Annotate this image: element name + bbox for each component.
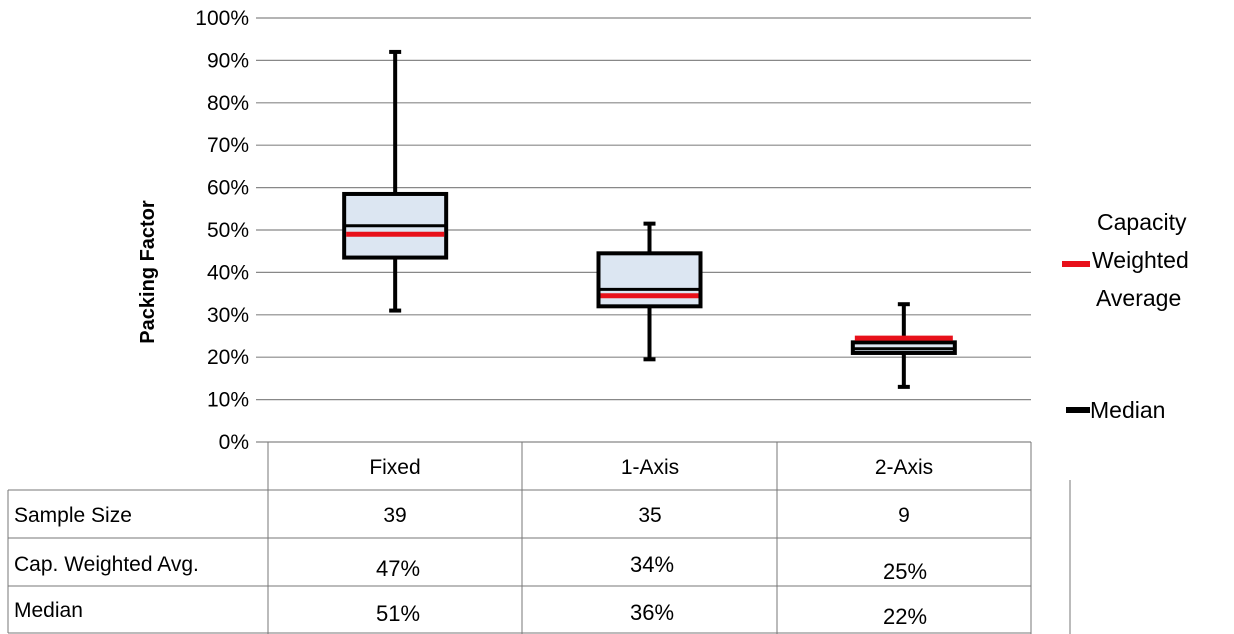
iqr-box bbox=[596, 251, 703, 309]
y-tick-label: 40% bbox=[207, 261, 249, 284]
legend-cwa-line-2: Weighted bbox=[1092, 247, 1189, 273]
y-tick-label: 0% bbox=[219, 431, 249, 454]
box-fixed bbox=[342, 49, 449, 313]
table-cell-sample-size-2-axis: 9 bbox=[898, 504, 910, 527]
table-cell-sample-size-1-axis: 35 bbox=[638, 504, 661, 527]
table-header-1-axis: 1-Axis bbox=[621, 456, 679, 479]
legend-median-label: Median bbox=[1090, 397, 1165, 423]
table-cell-cap-weighted-avg-1-axis: 34% bbox=[630, 552, 674, 577]
data-table: Fixed 1-Axis 2-Axis Sample Size 39 35 9 … bbox=[7, 442, 1071, 634]
y-axis-label: Packing Factor bbox=[137, 200, 159, 344]
table-cell-median-2-axis: 22% bbox=[883, 604, 927, 629]
legend-cwa-line-1: Capacity bbox=[1097, 209, 1187, 235]
box-series bbox=[342, 49, 957, 389]
legend-cwa-line-3: Average bbox=[1096, 285, 1181, 311]
table-cell-median-fixed: 51% bbox=[376, 601, 420, 626]
y-tick-label: 80% bbox=[207, 92, 249, 115]
table-grid bbox=[7, 442, 1071, 634]
box-2-axis bbox=[850, 302, 957, 389]
table-row-label-cap-weighted-avg: Cap. Weighted Avg. bbox=[14, 553, 199, 576]
y-tick-label: 10% bbox=[207, 389, 249, 412]
table-cell-cap-weighted-avg-2-axis: 25% bbox=[883, 559, 927, 584]
table-cell-median-1-axis: 36% bbox=[630, 600, 674, 625]
y-tick-label: 90% bbox=[207, 49, 249, 72]
table-header-fixed: Fixed bbox=[369, 456, 420, 479]
legend: Capacity Weighted Average Median bbox=[1062, 209, 1189, 423]
table-header-2-axis: 2-Axis bbox=[875, 456, 933, 479]
y-tick-label: 30% bbox=[207, 304, 249, 327]
table-row-label-median: Median bbox=[14, 599, 83, 622]
y-tick-label: 70% bbox=[207, 134, 249, 157]
table-row-label-sample-size: Sample Size bbox=[14, 504, 132, 527]
table-cell-sample-size-fixed: 39 bbox=[383, 504, 406, 527]
y-tick-label: 100% bbox=[195, 7, 249, 30]
y-tick-label: 50% bbox=[207, 219, 249, 242]
box-1-axis bbox=[596, 221, 703, 362]
table-cell-cap-weighted-avg-fixed: 47% bbox=[376, 556, 420, 581]
y-tick-label: 60% bbox=[207, 177, 249, 200]
y-tick-label: 20% bbox=[207, 346, 249, 369]
y-axis-tick-labels: 0% 10% 20% 30% 40% 50% 60% 70% 80% 90% 100% bbox=[195, 7, 249, 454]
